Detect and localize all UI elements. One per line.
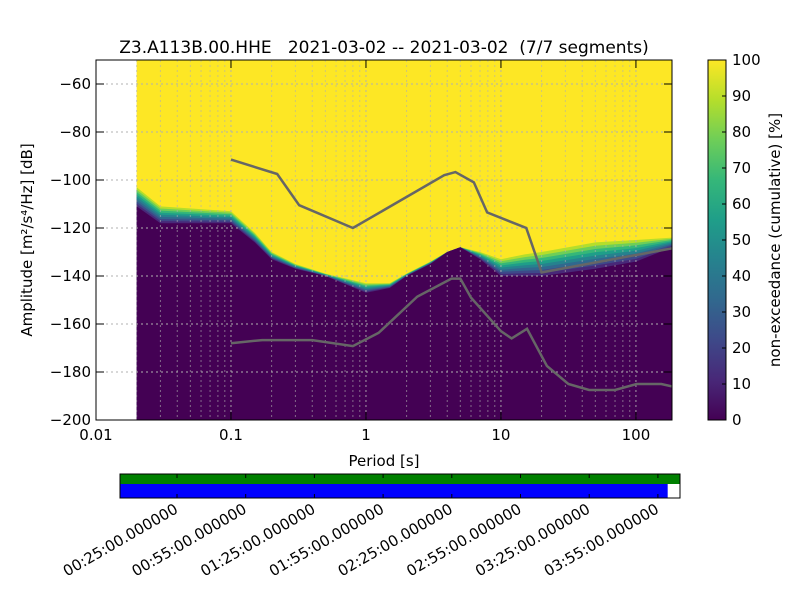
colorbar-tick-label: 80 <box>732 123 751 141</box>
psd-band-0 <box>136 206 672 420</box>
coverage-tick-label: 00:55:00.000000 <box>129 500 250 580</box>
colorbar-tick-label: 30 <box>732 303 751 321</box>
colorbar-tick-label: 60 <box>732 195 751 213</box>
axes: 0.01 0.1 1 10 100 −60 −80 −100 −120 −140 −160 −180 −… <box>50 60 672 444</box>
coverage-tick-label: 02:25:00.000000 <box>335 500 456 580</box>
y-tick-label: −180 <box>50 363 91 381</box>
y-tick-label: −140 <box>50 267 91 285</box>
colorbar-tick-label: 20 <box>732 339 751 357</box>
plot-area <box>136 60 672 420</box>
y-tick-label: −80 <box>59 123 91 141</box>
colorbar-tick-label: 90 <box>732 87 751 105</box>
data-coverage-bar <box>120 474 680 484</box>
colorbar-ticks: 0 10 20 30 40 50 60 70 80 90 100 <box>722 51 761 429</box>
coverage-tick-label: 03:25:00.000000 <box>472 500 593 580</box>
used-coverage-bar <box>120 484 668 498</box>
colorbar-tick-label: 0 <box>732 411 742 429</box>
coverage-tick-label: 01:25:00.000000 <box>197 500 318 580</box>
colorbar-tick-label: 40 <box>732 267 751 285</box>
nlnm-line <box>230 277 672 392</box>
noise-models <box>230 158 672 392</box>
y-tick-label: −60 <box>59 75 91 93</box>
nhnm-line <box>230 158 672 274</box>
coverage-tick-label: 01:55:00.000000 <box>266 500 387 580</box>
x-tick-label: 0.01 <box>79 426 112 444</box>
y-tick-label: −120 <box>50 219 91 237</box>
coverage-bar: 00:25:00.00000000:55:00.00000001:25:00.0… <box>60 473 681 580</box>
colorbar-tick-label: 10 <box>732 375 751 393</box>
coverage-tick-label: 02:55:00.000000 <box>403 500 524 580</box>
plot-frame <box>95 59 673 421</box>
y-tick-label: −160 <box>50 315 91 333</box>
y-axis-label: Amplitude [m²/s⁴/Hz] [dB] <box>18 143 36 336</box>
colorbar-tick-label: 50 <box>732 231 751 249</box>
x-tick-label: 0.1 <box>219 426 243 444</box>
coverage-tick-label: 03:55:00.000000 <box>541 500 662 580</box>
coverage-frame <box>119 473 681 499</box>
x-tick-label: 10 <box>491 426 510 444</box>
colorbar-tick-label: 70 <box>732 159 751 177</box>
y-tick-label: −200 <box>50 411 91 429</box>
y-tick-label: −100 <box>50 171 91 189</box>
colorbar-tick-label: 100 <box>732 51 761 69</box>
x-axis-label: Period [s] <box>348 452 419 470</box>
coverage-tick-label: 00:25:00.000000 <box>60 500 181 580</box>
x-tick-label: 100 <box>622 426 651 444</box>
x-tick-label: 1 <box>361 426 371 444</box>
chart-title: Z3.A113B.00.HHE 2021-03-02 -- 2021-03-02… <box>119 38 649 58</box>
colorbar-label: non-exceedance (cumulative) [%] <box>766 113 784 367</box>
